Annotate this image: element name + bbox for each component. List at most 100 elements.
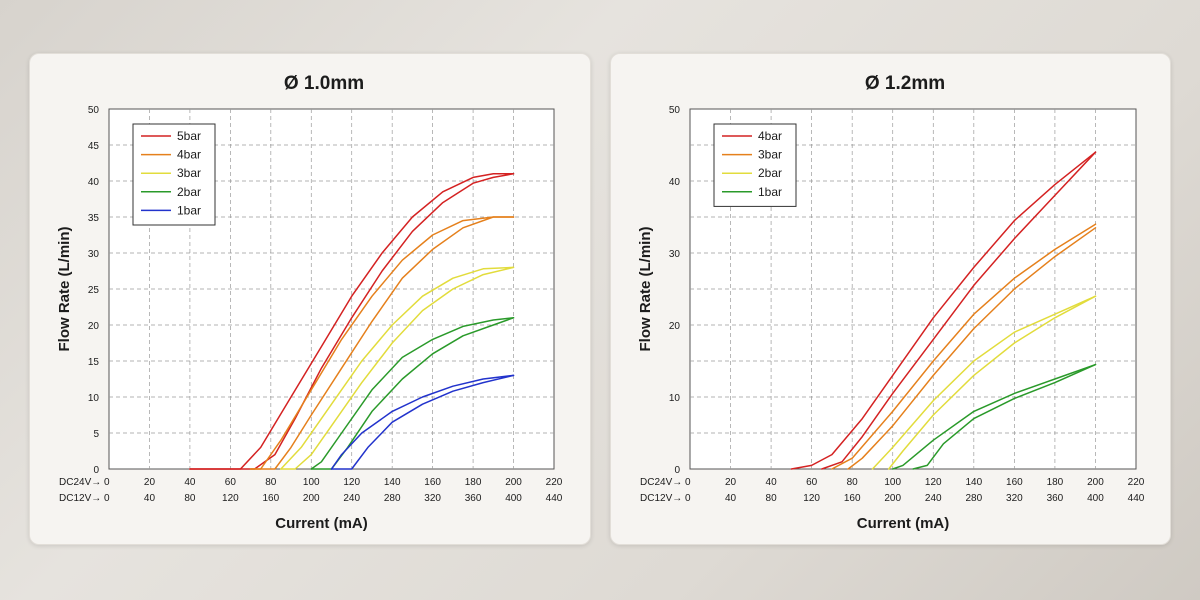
x-tick-label: 60 [806,477,818,488]
y-tick-label: 20 [669,321,681,332]
legend-label: 1bar [177,203,201,217]
chart-card-1mm: Ø 1.0mm 0 5 10 15 20 25 30 35 40 45 50 DC24V→ 0 20 40 6… [29,53,591,545]
x-tick-label: 120 [343,477,360,488]
series-line-1bar-falling [330,374,515,470]
series-line-2bar-rising [871,295,1097,470]
x-tick-label: 140 [965,477,982,488]
x-tick-label: 320 [1006,493,1023,504]
x-axis-row-label: DC12V→ 0 [640,493,691,504]
y-tick-label: 50 [669,105,681,116]
series-line-4bar-falling [249,216,515,470]
y-tick-label: 40 [669,177,681,188]
legend [132,123,216,226]
x-tick-label: 220 [546,477,563,488]
x-tick-label: 100 [303,477,320,488]
x-tick-label: 180 [465,477,482,488]
x-tick-label: 440 [546,493,563,504]
x-tick-label: 160 [424,477,441,488]
x-axis-row-label: DC24V→ 0 [640,477,691,488]
y-tick-label: 50 [88,105,100,116]
legend-label: 3bar [758,148,782,162]
y-tick-label: 15 [88,357,100,368]
legend-label: 3bar [177,166,201,180]
x-tick-label: 360 [465,493,482,504]
x-tick-label: 120 [222,493,239,504]
x-axis-row-label: DC24V→ 0 [59,477,110,488]
chart-title: Ø 1.2mm [865,73,945,94]
y-tick-label: 0 [93,465,99,476]
x-tick-label: 240 [925,493,942,504]
series-line-4bar-rising [249,216,515,470]
y-tick-label: 10 [669,393,681,404]
x-tick-label: 240 [343,493,360,504]
series-line-1bar-rising [891,363,1097,470]
series-line-5bar-rising [189,173,515,470]
y-tick-label: 5 [93,429,99,440]
legend-label: 2bar [177,185,201,199]
x-tick-label: 200 [303,493,320,504]
x-tick-label: 100 [884,477,901,488]
x-tick-label: 160 [1006,477,1023,488]
y-tick-label: 0 [674,465,680,476]
x-tick-label: 80 [766,493,778,504]
chart-title: Ø 1.0mm [284,73,364,94]
x-tick-label: 20 [725,477,737,488]
x-axis-label: Current (mA) [275,515,368,532]
x-tick-label: 220 [1128,477,1145,488]
series-line-4bar-rising [790,151,1097,470]
chart-1mm: Ø 1.0mm 0 5 10 15 20 25 30 35 40 45 50 DC24V→ 0 20 40 6… [56,73,563,532]
series-line-3bar-falling [280,266,515,470]
x-tick-label: 180 [1047,477,1064,488]
series-line-1bar-rising [330,374,515,470]
series-line-5bar-falling [189,173,515,470]
x-tick-label: 60 [225,477,237,488]
y-tick-label: 10 [88,393,100,404]
legend-label: 1bar [758,185,782,199]
x-tick-label: 200 [505,477,522,488]
y-tick-label: 25 [88,285,100,296]
legend [713,123,797,207]
x-axis-label: Current (mA) [857,515,950,532]
y-tick-label: 30 [669,249,681,260]
x-tick-label: 320 [424,493,441,504]
x-tick-label: 360 [1047,493,1064,504]
y-tick-label: 20 [88,321,100,332]
x-tick-label: 140 [384,477,401,488]
y-axis-label: Flow Rate (L/min) [637,227,654,352]
y-tick-label: 35 [88,213,100,224]
x-tick-label: 280 [965,493,982,504]
x-tick-label: 160 [262,493,279,504]
x-tick-label: 40 [766,477,778,488]
series-line-4bar-falling [821,151,1097,470]
series-line-2bar-rising [310,317,515,470]
x-tick-label: 440 [1128,493,1145,504]
chart-1-2mm: Ø 1.2mm 0 10 20 30 40 50 DC24V→ 0 20 40 60 80 100 120… [637,73,1145,532]
x-tick-label: 80 [847,477,859,488]
x-tick-label: 400 [505,493,522,504]
legend-label: 4bar [177,148,201,162]
x-tick-label: 40 [725,493,737,504]
x-tick-label: 20 [144,477,156,488]
legend-label: 2bar [758,166,782,180]
x-tick-label: 40 [184,477,196,488]
legend-label: 4bar [758,129,782,143]
y-tick-label: 40 [88,177,100,188]
x-tick-label: 80 [184,493,196,504]
x-tick-label: 120 [803,493,820,504]
series-line-2bar-falling [887,295,1097,470]
series-line-3bar-rising [831,223,1097,470]
x-axis-row-label: DC12V→ 0 [59,493,110,504]
x-tick-label: 280 [384,493,401,504]
chart-card-1-2mm: Ø 1.2mm 0 10 20 30 40 50 DC24V→ 0 20 40 60 80 100 120… [610,53,1171,545]
x-tick-label: 400 [1087,493,1104,504]
legend-label: 5bar [177,129,201,143]
x-tick-label: 80 [265,477,277,488]
series-line-3bar-falling [847,227,1097,470]
x-tick-label: 160 [844,493,861,504]
y-axis-label: Flow Rate (L/min) [56,227,73,352]
x-tick-label: 40 [144,493,156,504]
y-tick-label: 30 [88,249,100,260]
series-line-3bar-rising [280,266,515,470]
x-tick-label: 200 [1087,477,1104,488]
x-tick-label: 120 [925,477,942,488]
